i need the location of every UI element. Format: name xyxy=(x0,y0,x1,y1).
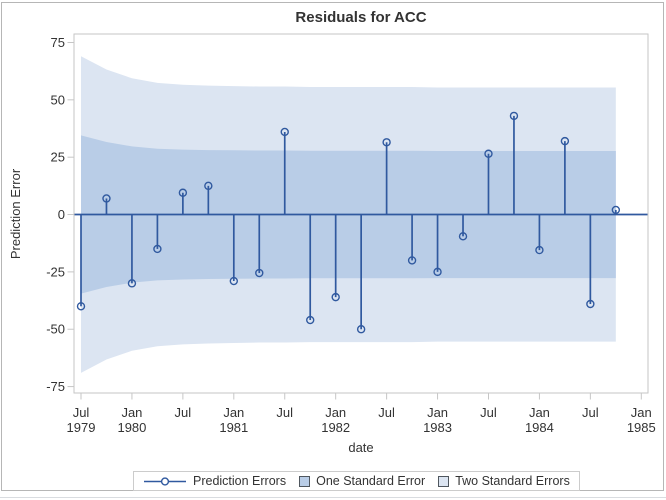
x-tick-label-month: Jan xyxy=(427,405,448,420)
legend: Prediction Errors One Standard Error Two… xyxy=(133,471,580,491)
y-tick-label: 0 xyxy=(58,207,65,222)
x-tick-label-month: Jul xyxy=(276,405,293,420)
y-tick-label: 25 xyxy=(51,150,65,165)
line-marker-icon xyxy=(144,476,186,486)
data-point-marker xyxy=(560,136,570,146)
x-tick-label-month: Jan xyxy=(223,405,244,420)
plot-frame xyxy=(73,33,649,394)
x-tick-label-month: Jan xyxy=(325,405,346,420)
data-point-marker xyxy=(102,194,111,203)
data-point-marker xyxy=(280,127,289,137)
data-point-marker xyxy=(229,276,239,286)
data-point-marker xyxy=(407,256,417,265)
data-point-marker xyxy=(178,188,188,197)
two-se-swatch-icon xyxy=(438,475,450,487)
page-divider xyxy=(0,497,666,498)
legend-label: Two Standard Errors xyxy=(455,474,570,488)
x-tick-label-month: Jan xyxy=(529,405,550,420)
data-point-marker xyxy=(306,315,315,325)
data-point-marker xyxy=(356,325,366,334)
x-tick-label-year: 1981 xyxy=(219,420,248,435)
chart-title: Residuals for ACC xyxy=(295,9,427,26)
data-point-marker xyxy=(535,245,544,255)
legend-label: One Standard Error xyxy=(316,474,426,488)
x-tick-label-year: 1982 xyxy=(321,420,350,435)
data-point-marker xyxy=(433,267,442,277)
y-tick-label: 50 xyxy=(51,92,65,107)
legend-label: Prediction Errors xyxy=(193,474,287,488)
x-tick-label-year: 1983 xyxy=(423,420,452,435)
y-tick-label: 75 xyxy=(51,35,65,50)
legend-item-one-standard-error: One Standard Error xyxy=(299,474,425,488)
x-tick-label-year: 1980 xyxy=(117,420,146,435)
y-tick-label: -75 xyxy=(46,379,65,394)
x-axis-title: date xyxy=(348,440,374,455)
x-tick-label-month: Jul xyxy=(73,405,90,420)
data-point-marker xyxy=(153,244,162,254)
y-tick-label: -25 xyxy=(46,264,65,279)
one-se-swatch-icon xyxy=(299,475,311,487)
x-tick-label-month: Jul xyxy=(175,405,192,420)
legend-item-prediction-errors: Prediction Errors xyxy=(143,474,286,488)
x-tick-label-month: Jan xyxy=(121,405,142,420)
data-point-marker xyxy=(204,181,213,191)
x-tick-label-month: Jul xyxy=(480,405,497,420)
legend-item-two-standard-errors: Two Standard Errors xyxy=(438,474,570,488)
x-tick-label-month: Jul xyxy=(378,405,395,420)
data-point-marker xyxy=(127,279,137,288)
data-point-marker xyxy=(255,268,264,278)
data-point-marker xyxy=(382,138,391,147)
x-tick-label-year: 1984 xyxy=(525,420,554,435)
y-tick-label: -50 xyxy=(46,322,65,337)
x-tick-label-month: Jan xyxy=(631,405,652,420)
x-tick-label-month: Jul xyxy=(582,405,599,420)
data-point-marker xyxy=(509,111,519,121)
x-tick-label-year: 1979 xyxy=(67,420,96,435)
data-point-marker xyxy=(331,292,340,302)
data-point-marker xyxy=(484,149,493,158)
data-point-marker xyxy=(458,232,468,241)
x-tick-label-year: 1985 xyxy=(627,420,656,435)
data-point-marker xyxy=(611,205,621,215)
data-point-marker xyxy=(586,299,595,309)
data-point-marker xyxy=(76,302,86,311)
